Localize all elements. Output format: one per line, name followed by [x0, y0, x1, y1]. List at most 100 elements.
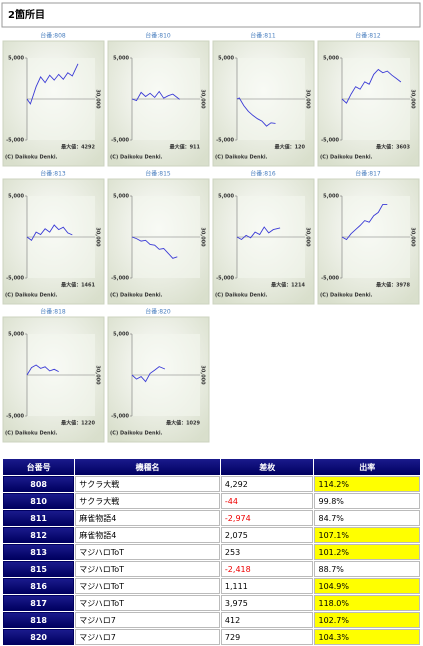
table-cell: -2,974	[220, 510, 314, 526]
table-cell: 101.2%	[314, 544, 420, 560]
table-row: 817 マジハロToT 3,975 118.0%	[3, 595, 420, 611]
x-tick-label: 30,000	[410, 227, 416, 247]
table-cell: 114.2%	[314, 476, 420, 492]
table-row: 810 サクラ大戦 -44 99.8%	[3, 493, 420, 509]
copyright: (C) Daikoku Denki.	[5, 293, 58, 299]
table-cell: マジハロToT	[75, 578, 220, 594]
y-tick-label: 5,000	[323, 56, 339, 62]
y-tick-label: -5,000	[216, 138, 234, 144]
x-tick-label: 30,000	[95, 89, 101, 109]
table-cell: 820	[3, 629, 75, 645]
x-tick-label: 30,000	[95, 365, 101, 385]
table-cell: 104.3%	[314, 629, 420, 645]
table-cell: 816	[3, 578, 75, 594]
table-cell: サクラ大戦	[75, 476, 220, 492]
table-cell: 99.8%	[314, 493, 420, 509]
data-table: 台番号 機種名 差枚 出率 808 サクラ大戦 4,292 114.2% 810 サクラ大戦 -44…	[2, 458, 421, 646]
table-cell: 84.7%	[314, 510, 420, 526]
y-tick-label: 5,000	[8, 194, 24, 200]
max-label: 最大値：1029	[166, 420, 200, 427]
table-cell: サクラ大戦	[75, 493, 220, 509]
graph-line	[131, 90, 180, 102]
table-cell: 1,111	[220, 578, 314, 594]
x-tick-label: 30,000	[410, 89, 416, 109]
copyright: (C) Daikoku Denki.	[320, 155, 373, 161]
column-header: 機種名	[75, 459, 220, 475]
graph-line	[26, 224, 73, 241]
table-cell: 3,975	[220, 595, 314, 611]
table-row: 815 マジハロToT -2,418 88.7%	[3, 561, 420, 577]
y-tick-label: -5,000	[111, 138, 129, 144]
graph-label: 台番:811	[250, 32, 276, 40]
x-tick-label: 30,000	[200, 89, 206, 109]
y-tick-label: -5,000	[321, 276, 339, 282]
table-row: 813 マジハロToT 253 101.2%	[3, 544, 420, 560]
max-label: 最大値：3603	[376, 144, 410, 151]
x-tick-label: 30,000	[305, 89, 311, 109]
table-cell: 815	[3, 561, 75, 577]
table-cell: 808	[3, 476, 75, 492]
graph-label: 台番:816	[250, 170, 276, 178]
y-tick-label: -5,000	[111, 414, 129, 420]
x-tick-label: 30,000	[200, 365, 206, 385]
table-cell: 810	[3, 493, 75, 509]
table-cell: 麻雀物語4	[75, 527, 220, 543]
table-cell: 812	[3, 527, 75, 543]
graph-line	[131, 236, 178, 259]
column-header: 台番号	[3, 459, 75, 475]
x-tick-label: 30,000	[305, 227, 311, 247]
table-cell: 811	[3, 510, 75, 526]
graph-label: 台番:817	[355, 170, 381, 178]
graph-line	[26, 63, 79, 105]
table-cell: 817	[3, 595, 75, 611]
y-tick-label: 5,000	[113, 194, 129, 200]
table-cell: 104.9%	[314, 578, 420, 594]
y-tick-label: 5,000	[8, 56, 24, 62]
graph-label: 台番:808	[40, 32, 66, 40]
table-cell: 102.7%	[314, 612, 420, 628]
graph-label: 台番:820	[145, 308, 171, 316]
y-tick-label: 5,000	[218, 56, 234, 62]
table-cell: マジハロ7	[75, 629, 220, 645]
copyright: (C) Daikoku Denki.	[110, 293, 163, 299]
graph-line	[341, 203, 388, 241]
table-row: 820 マジハロ7 729 104.3%	[3, 629, 420, 645]
table-cell: 818	[3, 612, 75, 628]
table-row: 818 マジハロ7 412 102.7%	[3, 612, 420, 628]
y-tick-label: -5,000	[321, 138, 339, 144]
copyright: (C) Daikoku Denki.	[110, 431, 163, 437]
max-label: 最大値：911	[170, 144, 201, 151]
graph-line	[236, 97, 276, 127]
table-cell: 4,292	[220, 476, 314, 492]
x-tick-label: 30,000	[200, 227, 206, 247]
graph-line	[341, 68, 402, 104]
table-row: 816 マジハロToT 1,111 104.9%	[3, 578, 420, 594]
graph-label: 台番:813	[40, 170, 66, 178]
table-cell: -44	[220, 493, 314, 509]
table-cell: 253	[220, 544, 314, 560]
y-tick-label: 5,000	[113, 56, 129, 62]
header-box	[1, 2, 421, 28]
y-tick-label: -5,000	[111, 276, 129, 282]
y-tick-label: -5,000	[216, 276, 234, 282]
table-cell: マジハロToT	[75, 561, 220, 577]
graphs-area: 2箇所目 台番:808 5,000 -5,000 30,000 最大値：4292 (C) …	[1, 2, 421, 443]
table-cell: マジハロToT	[75, 595, 220, 611]
table-cell: 412	[220, 612, 314, 628]
table-row: 812 麻雀物語4 2,075 107.1%	[3, 527, 420, 543]
graph-label: 台番:812	[355, 32, 381, 40]
max-label: 最大値：120	[275, 144, 306, 151]
copyright: (C) Daikoku Denki.	[320, 293, 373, 299]
max-label: 最大値：4292	[61, 144, 95, 151]
table-cell: 107.1%	[314, 527, 420, 543]
copyright: (C) Daikoku Denki.	[215, 155, 268, 161]
y-tick-label: -5,000	[6, 414, 24, 420]
column-header: 出率	[314, 459, 420, 475]
y-tick-label: 5,000	[8, 332, 24, 338]
table-row: 808 サクラ大戦 4,292 114.2%	[3, 476, 420, 492]
graph-label: 台番:815	[145, 170, 171, 178]
header-title: 2箇所目	[8, 8, 45, 21]
table-cell: 118.0%	[314, 595, 420, 611]
y-tick-label: -5,000	[6, 138, 24, 144]
max-label: 最大値：1214	[271, 282, 305, 289]
